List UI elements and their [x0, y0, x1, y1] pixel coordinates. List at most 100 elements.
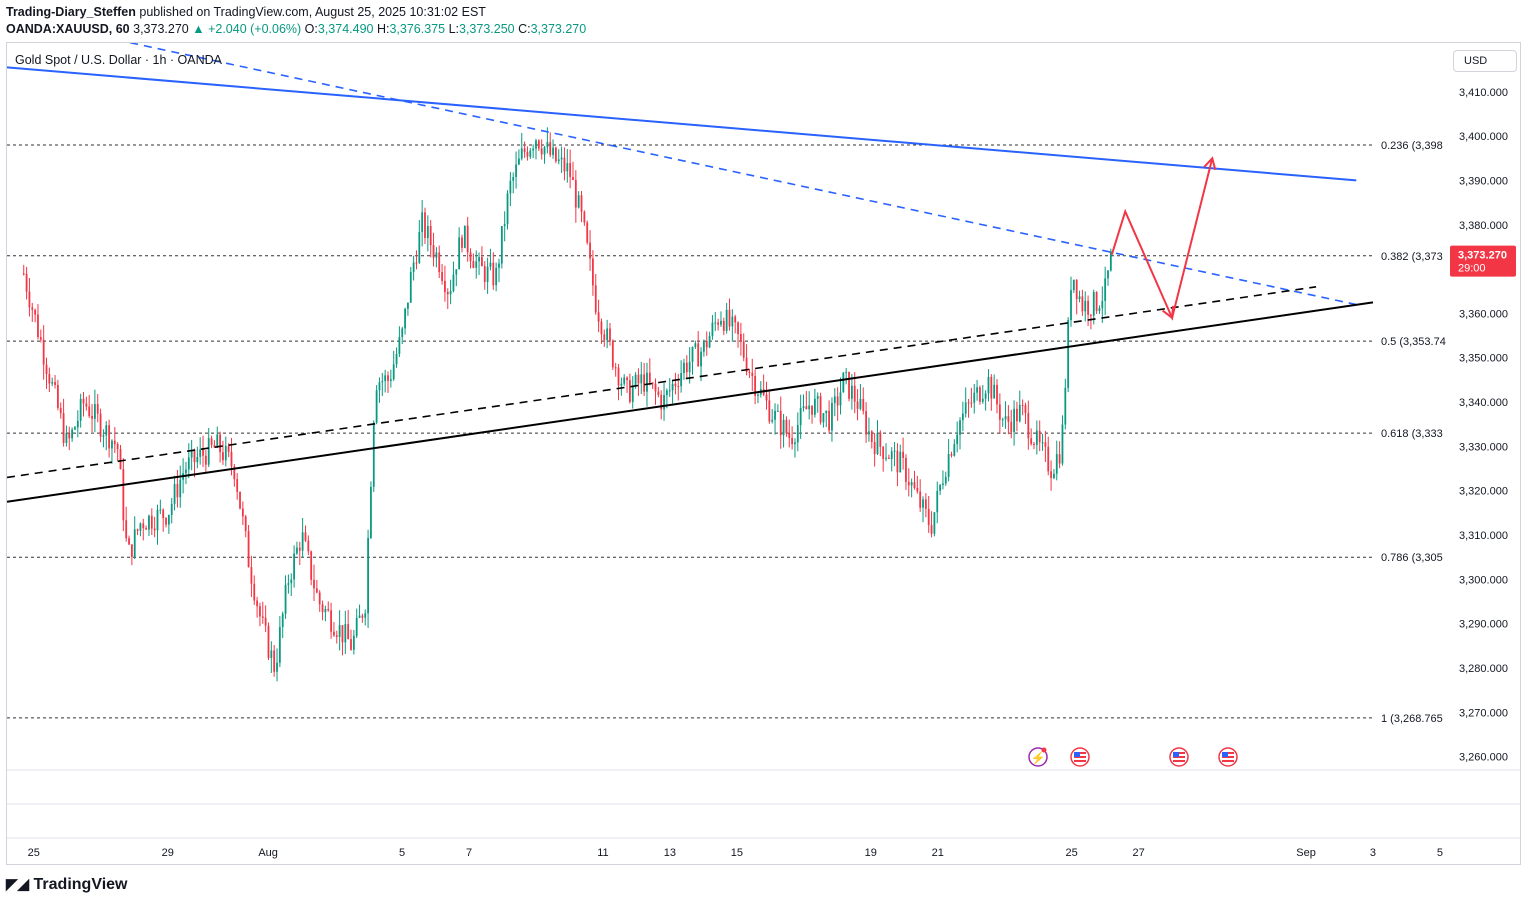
candle-body	[543, 147, 546, 155]
candle-body	[239, 491, 241, 509]
candle-body	[748, 371, 751, 373]
tradingview-logo[interactable]: ◤◢ TradingView	[6, 875, 127, 894]
time-tick-label: Aug	[258, 847, 278, 859]
candle-body	[28, 291, 31, 308]
chart-frame	[6, 42, 1521, 865]
candle-body	[51, 381, 54, 384]
candle-body	[384, 375, 387, 381]
low-label: L:	[448, 22, 459, 36]
candle-body	[341, 625, 344, 643]
candle-body	[1087, 300, 1089, 315]
candle-body	[845, 371, 848, 373]
candle-body	[782, 419, 785, 436]
close-value: 3,373.270	[530, 22, 587, 36]
candle-body	[518, 158, 520, 165]
candle-body	[811, 405, 813, 415]
price-tick-label: 3,330.000	[1459, 441, 1508, 453]
candle-body	[506, 193, 509, 225]
candle-body	[463, 225, 466, 248]
candle-body	[85, 403, 88, 407]
candle-body	[993, 384, 996, 399]
candle-body	[700, 351, 702, 367]
trend-lines	[7, 43, 1374, 503]
candle-body	[327, 609, 330, 611]
candle-body	[333, 631, 335, 636]
candle-body	[831, 403, 833, 431]
candle-body	[145, 528, 148, 530]
candle-body	[22, 273, 25, 275]
candle-body	[358, 615, 361, 618]
candle-body	[939, 484, 941, 491]
time-tick-label: 7	[466, 847, 472, 859]
candle-body	[677, 386, 680, 388]
candle-body	[119, 449, 122, 470]
bar-countdown: 29:00	[1458, 263, 1486, 275]
projection-arrowhead	[1161, 305, 1175, 320]
candle-body	[330, 610, 332, 632]
candle-body	[162, 509, 165, 519]
candle-body	[751, 372, 754, 376]
candle-body	[1050, 471, 1052, 479]
candle-body	[970, 402, 973, 404]
candle-body	[199, 449, 202, 457]
candle-body	[600, 321, 603, 335]
candle-body	[549, 142, 552, 155]
candle-body	[708, 336, 711, 348]
candle-body	[799, 407, 802, 426]
price-tick-label: 3,320.000	[1459, 486, 1508, 498]
candle-body	[796, 425, 799, 443]
candle-body	[996, 384, 998, 405]
candle-body	[111, 440, 113, 449]
candle-body	[646, 372, 648, 392]
candle-body	[372, 422, 375, 487]
symbol-label[interactable]: OANDA:XAUUSD, 60	[6, 22, 130, 36]
candle-body	[424, 212, 426, 238]
candle-body	[981, 398, 984, 402]
candle-body	[515, 164, 517, 178]
candle-body	[788, 433, 791, 438]
candle-body	[122, 469, 125, 521]
candle-body	[785, 419, 788, 434]
candle-body	[580, 195, 583, 212]
candle-body	[370, 486, 372, 538]
candle-body	[842, 372, 845, 393]
ohlc-legend: OANDA:XAUUSD, 60 3,373.270 ▲ +2.040 (+0.…	[6, 22, 586, 36]
candle-body	[347, 624, 350, 640]
candle-body	[1038, 430, 1041, 443]
candle-body	[500, 226, 503, 264]
price-tick-label: 3,310.000	[1459, 530, 1508, 542]
candle-body	[350, 639, 352, 650]
price-tick-label: 3,270.000	[1459, 707, 1508, 719]
candle-body	[458, 237, 461, 270]
candle-body	[56, 384, 59, 408]
candle-body	[79, 398, 82, 421]
support-solid-trendline	[7, 301, 1374, 503]
candle-body	[139, 523, 142, 531]
candle-body	[76, 420, 79, 428]
candle-body	[512, 177, 515, 181]
brand-name: TradingView	[33, 876, 128, 893]
candle-body	[148, 515, 150, 530]
candle-body	[59, 407, 62, 414]
candle-body	[472, 261, 475, 268]
candle-body	[526, 151, 529, 157]
candle-body	[663, 395, 665, 410]
candle-body	[102, 435, 105, 437]
currency-button[interactable]: USD	[1453, 50, 1517, 72]
candle-body	[276, 662, 278, 672]
candle-body	[870, 431, 873, 443]
projection-path	[1110, 156, 1217, 321]
candle-body	[1010, 421, 1013, 432]
candle-body	[959, 420, 961, 435]
candle-body	[794, 442, 796, 445]
author-name[interactable]: Trading-Diary_Steffen	[6, 5, 136, 19]
candle-body	[634, 374, 637, 387]
close-label: C:	[518, 22, 531, 36]
candle-body	[569, 163, 572, 177]
last-price: 3,373.270	[133, 22, 189, 36]
candle-body	[523, 148, 526, 152]
candle-body	[1078, 296, 1081, 300]
candle-body	[395, 353, 398, 365]
candles	[22, 127, 1112, 682]
